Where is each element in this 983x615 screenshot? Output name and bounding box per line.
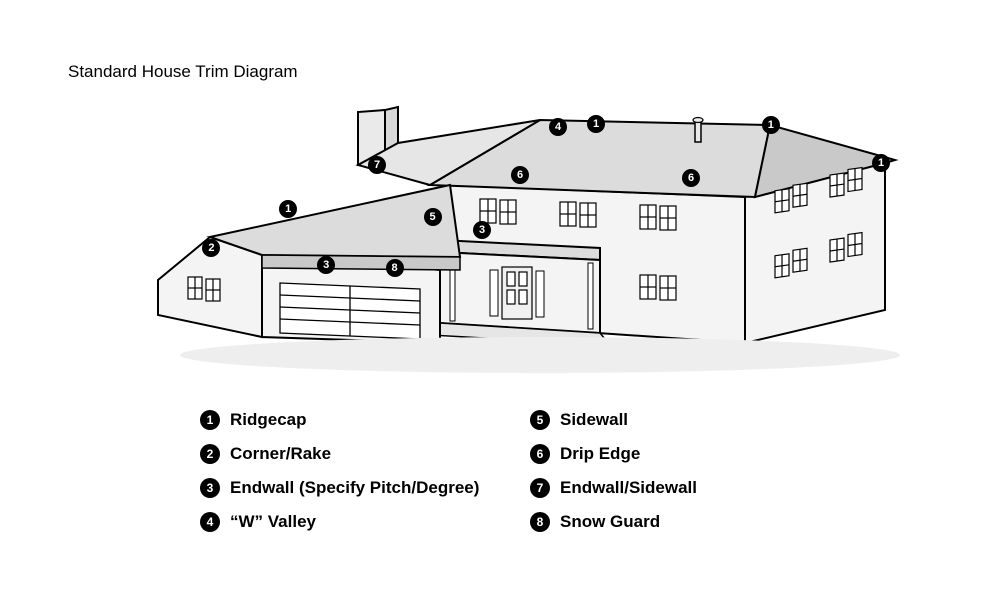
callout-marker-5: 5 — [424, 208, 442, 226]
callout-marker-6: 6 — [682, 169, 700, 187]
callout-marker-2: 2 — [202, 239, 220, 257]
legend-item: 4 “W” Valley — [200, 512, 510, 532]
page-title: Standard House Trim Diagram — [68, 62, 298, 82]
legend-label: Endwall/Sidewall — [560, 478, 697, 498]
garage-doors — [280, 283, 420, 339]
roof-vent-cap — [693, 118, 703, 123]
house-svg — [140, 85, 900, 395]
garage-roof-eave-band — [262, 255, 460, 270]
legend-label: Snow Guard — [560, 512, 660, 532]
legend-badge: 8 — [530, 512, 550, 532]
callout-marker-7: 7 — [368, 156, 386, 174]
legend-badge: 2 — [200, 444, 220, 464]
legend-item: 1 Ridgecap — [200, 410, 510, 430]
callout-marker-3: 3 — [473, 221, 491, 239]
legend-label: “W” Valley — [230, 512, 316, 532]
legend-badge: 1 — [200, 410, 220, 430]
callout-marker-6: 6 — [511, 166, 529, 184]
callout-marker-8: 8 — [386, 259, 404, 277]
legend-label: Drip Edge — [560, 444, 640, 464]
callout-marker-1: 1 — [587, 115, 605, 133]
callout-marker-1: 1 — [872, 154, 890, 172]
legend-badge: 7 — [530, 478, 550, 498]
entry-door — [502, 267, 532, 319]
legend-item: 2 Corner/Rake — [200, 444, 510, 464]
legend: 1 Ridgecap 2 Corner/Rake 3 Endwall (Spec… — [200, 410, 840, 532]
legend-label: Endwall (Specify Pitch/Degree) — [230, 478, 479, 498]
house-illustration: 1 1 1 1 2 3 3 4 5 6 6 7 8 — [140, 85, 900, 395]
ground-shadow — [180, 337, 900, 373]
legend-badge: 5 — [530, 410, 550, 430]
door-sidelight — [536, 271, 544, 317]
legend-label: Sidewall — [560, 410, 628, 430]
callout-marker-3: 3 — [317, 256, 335, 274]
door-sidelight — [490, 270, 498, 316]
diagram-page: Standard House Trim Diagram — [0, 0, 983, 615]
garage-roof — [210, 185, 460, 257]
legend-badge: 4 — [200, 512, 220, 532]
legend-badge: 3 — [200, 478, 220, 498]
legend-label: Ridgecap — [230, 410, 307, 430]
legend-item: 3 Endwall (Specify Pitch/Degree) — [200, 478, 510, 498]
legend-col-1: 1 Ridgecap 2 Corner/Rake 3 Endwall (Spec… — [200, 410, 510, 532]
callout-marker-4: 4 — [549, 118, 567, 136]
legend-item: 8 Snow Guard — [530, 512, 840, 532]
legend-col-2: 5 Sidewall 6 Drip Edge 7 Endwall/Sidewal… — [530, 410, 840, 532]
legend-item: 6 Drip Edge — [530, 444, 840, 464]
legend-badge: 6 — [530, 444, 550, 464]
legend-item: 7 Endwall/Sidewall — [530, 478, 840, 498]
callout-marker-1: 1 — [279, 200, 297, 218]
legend-item: 5 Sidewall — [530, 410, 840, 430]
legend-label: Corner/Rake — [230, 444, 331, 464]
callout-marker-1: 1 — [762, 116, 780, 134]
roof-vent-pipe — [695, 120, 701, 142]
porch-post — [588, 263, 593, 329]
